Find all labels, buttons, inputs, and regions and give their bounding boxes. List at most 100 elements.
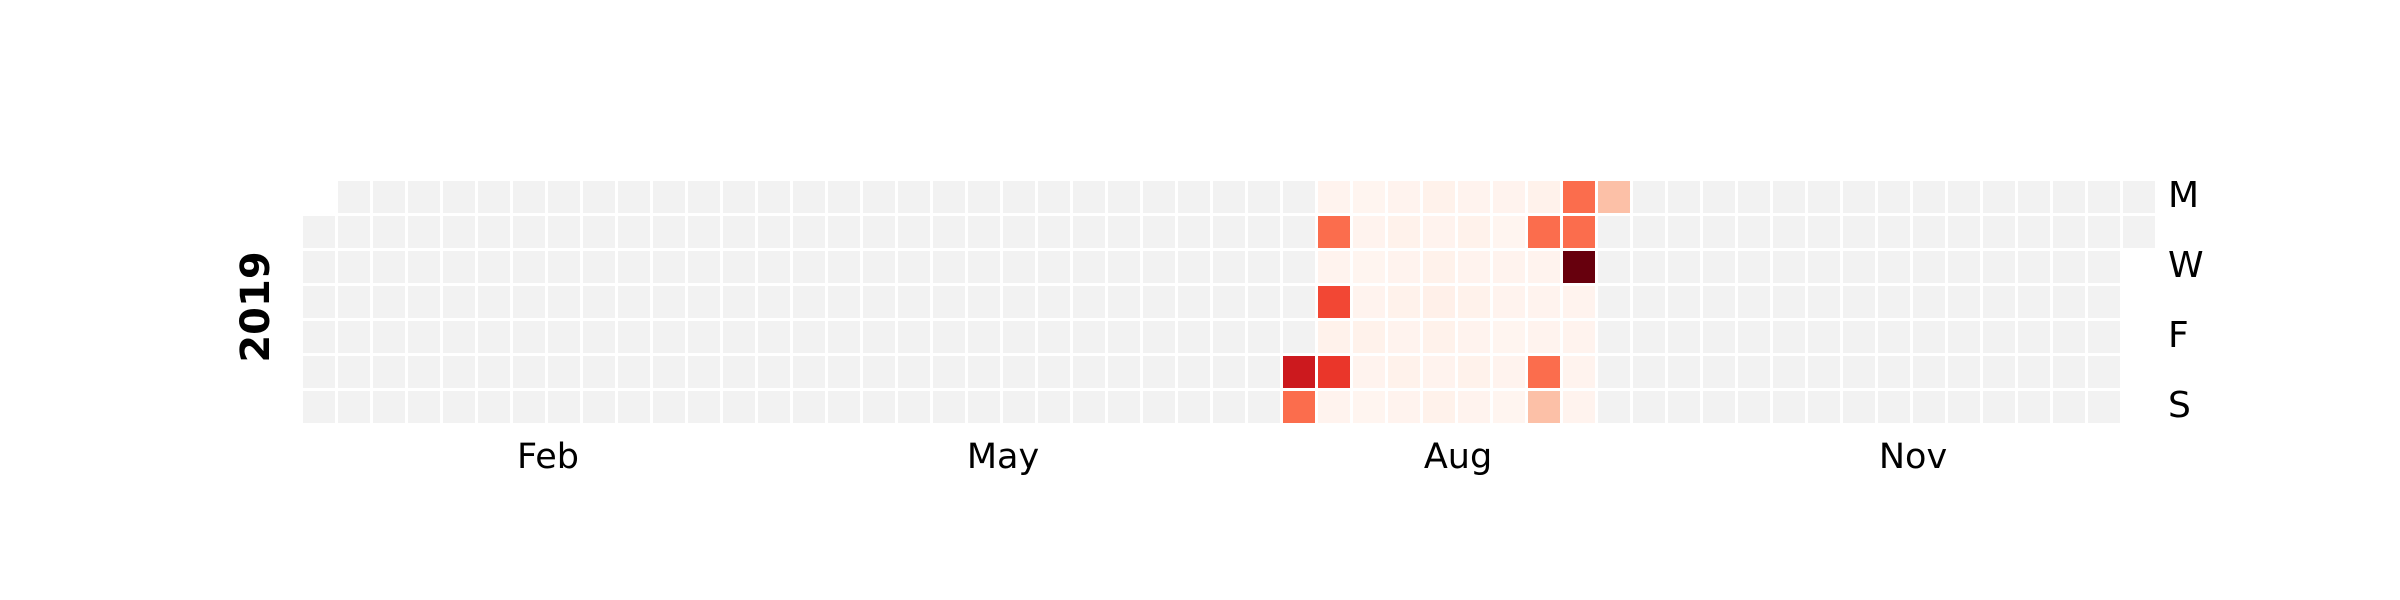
empty-day [2123,216,2155,248]
empty-day [1143,286,1175,318]
empty-day [1773,216,1805,248]
empty-day [513,356,545,388]
empty-day [1178,216,1210,248]
empty-day [1843,286,1875,318]
empty-day [1738,286,1770,318]
empty-day [2123,181,2155,213]
empty-day [968,181,1000,213]
empty-day [583,391,615,423]
empty-day [1108,286,1140,318]
empty-day [1808,356,1840,388]
empty-day [373,216,405,248]
empty-day [2018,286,2050,318]
empty-day [1738,321,1770,353]
day-cell [1388,181,1420,213]
empty-day [1808,391,1840,423]
empty-day [758,391,790,423]
empty-day [1178,181,1210,213]
day-cell [1423,251,1455,283]
day-cell [1528,181,1560,213]
empty-day [303,251,335,283]
empty-day [443,391,475,423]
empty-day [1773,251,1805,283]
empty-day [1073,321,1105,353]
empty-day [1843,391,1875,423]
empty-day [408,391,440,423]
empty-day [1913,181,1945,213]
empty-day [1668,286,1700,318]
empty-day [1878,391,1910,423]
day-cell [1528,216,1560,248]
empty-day [828,321,860,353]
day-cell [1283,356,1315,388]
empty-day [723,286,755,318]
day-cell [1528,286,1560,318]
empty-day [2088,356,2120,388]
empty-day [1948,356,1980,388]
empty-day [1843,181,1875,213]
day-cell [1458,321,1490,353]
empty-day [443,356,475,388]
empty-day [1983,286,2015,318]
empty-day [1738,216,1770,248]
empty-day [1283,286,1315,318]
empty-day [793,251,825,283]
empty-day [478,181,510,213]
empty-day [793,321,825,353]
day-cell [1528,321,1560,353]
empty-day [898,356,930,388]
empty-day [1038,286,1070,318]
empty-day [1878,216,1910,248]
empty-day [513,216,545,248]
empty-day [1178,251,1210,283]
empty-day [688,321,720,353]
day-cell [1353,216,1385,248]
empty-day [1948,391,1980,423]
day-cell [1423,391,1455,423]
empty-day [408,251,440,283]
empty-day [688,286,720,318]
empty-day [1108,321,1140,353]
empty-day [1913,286,1945,318]
day-cell [1388,356,1420,388]
empty-day [373,181,405,213]
empty-day [2053,216,2085,248]
empty-day [758,251,790,283]
empty-day [1248,181,1280,213]
empty-day [1773,356,1805,388]
empty-day [1948,216,1980,248]
empty-day [863,321,895,353]
empty-day [1948,286,1980,318]
day-cell [1493,356,1525,388]
empty-day [1213,391,1245,423]
empty-day [618,251,650,283]
empty-day [2053,391,2085,423]
empty-day [1668,216,1700,248]
empty-day [1073,181,1105,213]
empty-day [1038,216,1070,248]
empty-day [1948,321,1980,353]
empty-day [373,286,405,318]
empty-day [1703,286,1735,318]
empty-day [863,286,895,318]
empty-day [1143,216,1175,248]
empty-day [443,251,475,283]
day-cell [1318,251,1350,283]
empty-day [828,181,860,213]
empty-day [2053,286,2085,318]
empty-day [968,356,1000,388]
empty-day [1248,321,1280,353]
empty-day [548,251,580,283]
day-cell [1493,216,1525,248]
year-label: 2019 [233,251,279,362]
empty-day [478,321,510,353]
empty-day [338,391,370,423]
empty-day [723,321,755,353]
day-cell [1318,286,1350,318]
empty-day [1248,286,1280,318]
day-cell [1563,251,1595,283]
day-cell [1598,181,1630,213]
empty-day [1843,251,1875,283]
day-cell [1423,181,1455,213]
empty-day [723,181,755,213]
